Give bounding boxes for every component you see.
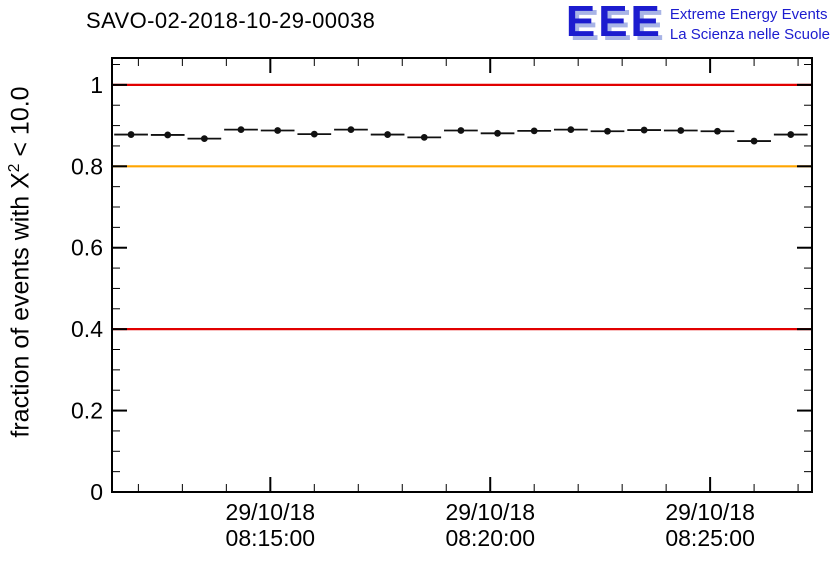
y-axis-label-post: < 10.0 xyxy=(6,86,35,164)
svg-text:29/10/18: 29/10/18 xyxy=(226,499,316,525)
eee-logo-acronym: EEE xyxy=(565,0,663,46)
svg-text:29/10/18: 29/10/18 xyxy=(445,499,535,525)
svg-text:0: 0 xyxy=(90,479,103,505)
svg-text:0.2: 0.2 xyxy=(71,398,103,424)
svg-text:1: 1 xyxy=(90,72,103,98)
svg-text:08:15:00: 08:15:00 xyxy=(226,525,316,551)
y-axis-label: fraction of events with X2 < 10.0 xyxy=(6,42,35,482)
y-axis-label-pre: fraction of events with X xyxy=(6,172,35,438)
svg-text:29/10/18: 29/10/18 xyxy=(665,499,755,525)
svg-text:0.4: 0.4 xyxy=(71,316,103,342)
y-axis-label-sup: 2 xyxy=(6,163,23,173)
svg-text:08:20:00: 08:20:00 xyxy=(445,525,535,551)
svg-text:0.8: 0.8 xyxy=(71,153,103,179)
eee-logo-line1: Extreme Energy Events xyxy=(669,6,828,23)
eee-logo-line2: La Scienza nelle Scuole xyxy=(669,25,830,43)
svg-text:0.6: 0.6 xyxy=(71,235,103,261)
svg-text:08:25:00: 08:25:00 xyxy=(665,525,755,551)
eee-logo-text: Extreme Energy Events La Scienza nelle S… xyxy=(670,3,830,44)
eee-logo: EEE Extreme Energy Events La Scienza nel… xyxy=(565,0,830,46)
plot-title: SAVO-02-2018-10-29-00038 xyxy=(86,8,376,33)
